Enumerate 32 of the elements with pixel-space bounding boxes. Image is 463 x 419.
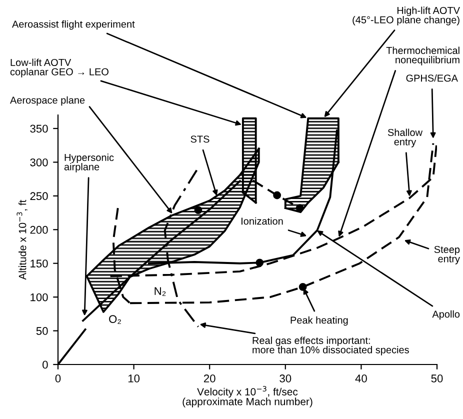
y-axis-title: Altitude x 10$^{−3}$, ft <box>16 200 28 280</box>
x-tick-label: 0 <box>55 374 61 382</box>
annotation: High-lift AOTV (45°-LEO plane change) <box>352 6 460 26</box>
annotation: Apollo <box>432 310 460 320</box>
annotation: GPHS/EGA <box>406 74 458 82</box>
annotation: N₂ <box>154 287 166 296</box>
annotation: Steep entry <box>434 246 460 264</box>
y-tick-label: 250 <box>30 192 48 200</box>
x-tick-label: 10 <box>128 374 140 382</box>
x-tick-label: 20 <box>204 374 216 382</box>
y-tick-label: 0 <box>42 360 48 369</box>
annotation: O₂ <box>109 315 121 324</box>
annotation: Hypersonic airplane <box>64 154 114 172</box>
x-axis-title: Velocity x 10$^{−3}$, ft/sec (approximate Mach number) <box>182 386 312 408</box>
x-tick-label: 50 <box>431 374 443 382</box>
y-tick-label: 150 <box>30 260 48 268</box>
annotation: Ionization <box>242 217 283 225</box>
annotation: Peak heating <box>290 316 348 326</box>
y-tick-label: 350 <box>30 124 48 133</box>
annotation: Thermochemical nonequilibrium <box>386 46 460 66</box>
annotation: Low-lift AOTV coplanar GEO → LEO <box>10 58 108 78</box>
annotation: Aeroassist flight experiment <box>12 20 135 30</box>
x-tick-label: 40 <box>355 374 367 382</box>
y-tick-label: 300 <box>30 158 48 166</box>
annotation: Real gas effects important: more than 10% dissociated species <box>252 336 409 356</box>
annotation: Shallow entry <box>388 128 423 148</box>
y-tick-label: 200 <box>30 226 48 234</box>
y-tick-label: 100 <box>30 293 48 302</box>
y-tick-label: 50 <box>36 327 48 335</box>
annotation: Aerospace plane <box>10 96 85 106</box>
annotation: STS <box>190 136 210 143</box>
x-tick-label: 30 <box>280 374 292 382</box>
